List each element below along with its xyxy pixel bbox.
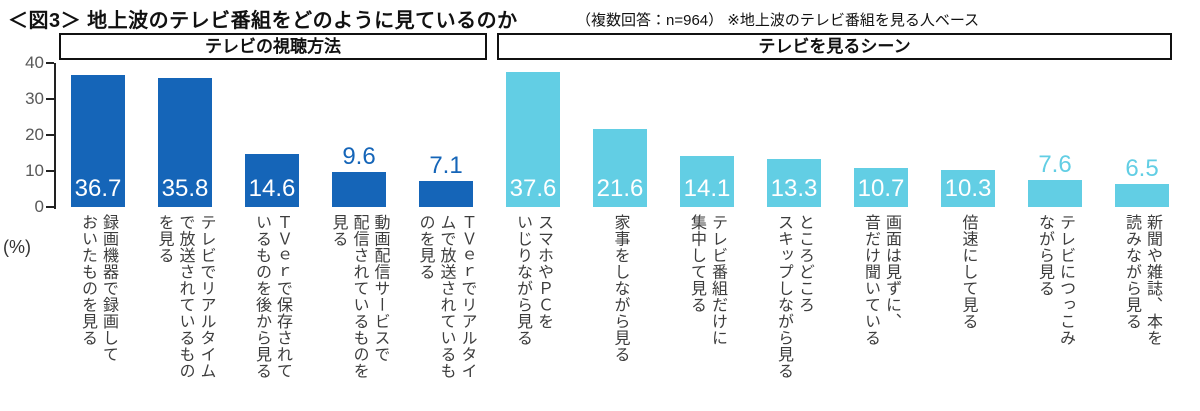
- bar: [419, 181, 473, 207]
- y-tick-0: [46, 206, 54, 208]
- y-tick-label-0: 0: [34, 197, 44, 216]
- bar: 21.6: [593, 129, 647, 207]
- bar-category-label: 録画機器で録画して おいたものを見る: [79, 214, 117, 363]
- bar-category-label: ＴＶｅｒで保存されて いるものを後から見る: [253, 214, 291, 379]
- bar: 13.3: [767, 159, 821, 207]
- bar-value: 10.7: [857, 175, 905, 202]
- bar: 10.3: [941, 170, 995, 207]
- bar-value: 14.6: [248, 175, 296, 202]
- bar: 35.8: [158, 78, 212, 207]
- y-tick-label-10: 10: [25, 161, 44, 180]
- chart-title: ＜図3＞ 地上波のテレビ番組をどのように見ているのか: [8, 10, 518, 32]
- bar-value: 21.6: [596, 175, 644, 202]
- y-tick-label-30: 30: [25, 89, 44, 108]
- bar-category-label: テレビでリアルタイム で放送されているもの を見る: [155, 214, 215, 379]
- group-header-viewing-methods: テレビの視聴方法: [59, 33, 487, 60]
- bar-value: 7.1: [429, 152, 463, 179]
- y-tick-label-20: 20: [25, 125, 44, 144]
- chart-subtitle: （複数回答：n=964） ※地上波のテレビ番組を見る人ベース: [576, 12, 980, 29]
- bar-category-label: 画面は見ずに、 音だけ聞いている: [862, 214, 900, 346]
- bar-category-label: テレビにつっこみ ながら見る: [1036, 214, 1074, 346]
- bar-value: 10.3: [944, 175, 992, 202]
- bar-category-label: 動画配信サービスで 配信されているものを 見る: [329, 214, 389, 379]
- bar: [332, 172, 386, 207]
- bar: 37.6: [506, 72, 560, 207]
- bar-value: 36.7: [74, 175, 122, 202]
- bar: 14.1: [680, 156, 734, 207]
- bar-category-label: ＴＶｅｒでリアルタイ ムで放送されているも のを見る: [416, 214, 476, 379]
- bar-category-label: ところどころ スキップしながら見る: [775, 214, 813, 379]
- y-tick-40: [46, 62, 54, 64]
- bar-value: 6.5: [1125, 155, 1159, 182]
- bar-category-label: テレビ番組だけに 集中して見る: [688, 214, 726, 346]
- group-header-viewing-scenes: テレビを見るシーン: [497, 33, 1172, 60]
- bar: [1028, 180, 1082, 207]
- bar-value: 37.6: [509, 175, 557, 202]
- y-tick-30: [46, 98, 54, 100]
- bar: 10.7: [854, 168, 908, 207]
- y-tick-10: [46, 170, 54, 172]
- y-tick-20: [46, 134, 54, 136]
- bar: 36.7: [71, 75, 125, 207]
- bar: [1115, 184, 1169, 207]
- bar-category-label: 家事をしながら見る: [611, 214, 629, 363]
- bar-category-label: 新聞や雑誌、本を 読みながら見る: [1123, 214, 1161, 346]
- bar-value: 9.6: [342, 143, 376, 170]
- y-tick-label-40: 40: [25, 53, 44, 72]
- bar: 14.6: [245, 154, 299, 207]
- bar-value: 35.8: [161, 175, 209, 202]
- bar-value: 7.6: [1038, 151, 1072, 178]
- bar-value: 14.1: [683, 175, 731, 202]
- y-axis-line: [54, 63, 56, 209]
- bar-value: 13.3: [770, 175, 818, 202]
- unit-label: (%): [3, 237, 31, 257]
- bar-category-label: 倍速にして見る: [959, 214, 977, 330]
- bar-category-label: スマホやＰＣを いじりながら見る: [514, 214, 552, 346]
